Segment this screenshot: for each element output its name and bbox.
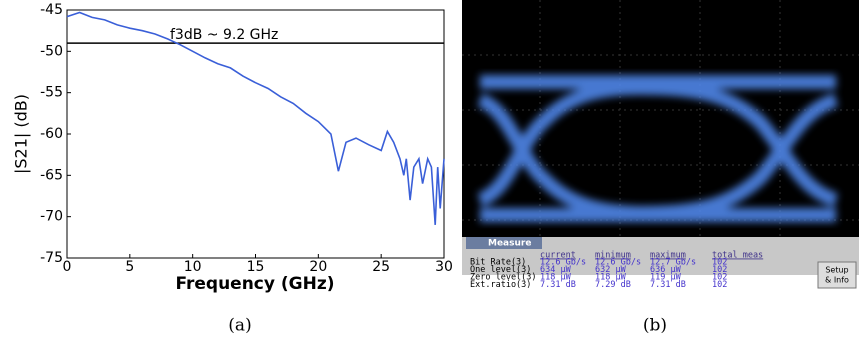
table-cell: 7.31 dB — [650, 280, 686, 290]
y-tick-label: -70 — [40, 209, 63, 225]
y-tick-label: -65 — [40, 167, 63, 183]
x-tick-label: 30 — [435, 259, 453, 275]
annotation: f3dB ~ 9.2 GHz — [170, 27, 278, 43]
y-tick-label: -55 — [40, 85, 63, 101]
tab-label: Measure — [488, 239, 531, 249]
x-tick-label: 10 — [184, 259, 202, 275]
table-cell: 7.29 dB — [595, 280, 631, 290]
y-axis-label: |S21| (dB) — [12, 94, 31, 174]
y-tick-label: -75 — [40, 250, 63, 266]
x-tick-label: 5 — [125, 259, 134, 275]
figure: f3dB ~ 9.2 GHz Frequency (GHz) |S21| (dB… — [0, 0, 859, 345]
x-tick-label: 25 — [372, 259, 390, 275]
caption: (a) — [228, 316, 251, 336]
y-tick-label: -60 — [40, 126, 63, 142]
line — [67, 13, 444, 225]
x-tick-label: 15 — [247, 259, 265, 275]
eye-diagram: Measure — [462, 0, 859, 288]
table-cell: 102 — [712, 280, 727, 290]
x-tick-label: 0 — [63, 259, 72, 275]
x-tick-label: 20 — [309, 259, 327, 275]
caption: (b) — [643, 316, 667, 336]
table-cell: 7.31 dB — [540, 280, 576, 290]
button-label[interactable]: Setup — [825, 266, 848, 275]
x-axis-label: Frequency (GHz) — [175, 274, 334, 294]
button-label[interactable]: & Info — [825, 276, 849, 285]
y-tick-label: -45 — [40, 2, 63, 18]
y-tick-label: -50 — [40, 43, 63, 59]
plot-frame — [67, 10, 444, 258]
row-label: Ext.ratio(3) — [470, 280, 531, 290]
